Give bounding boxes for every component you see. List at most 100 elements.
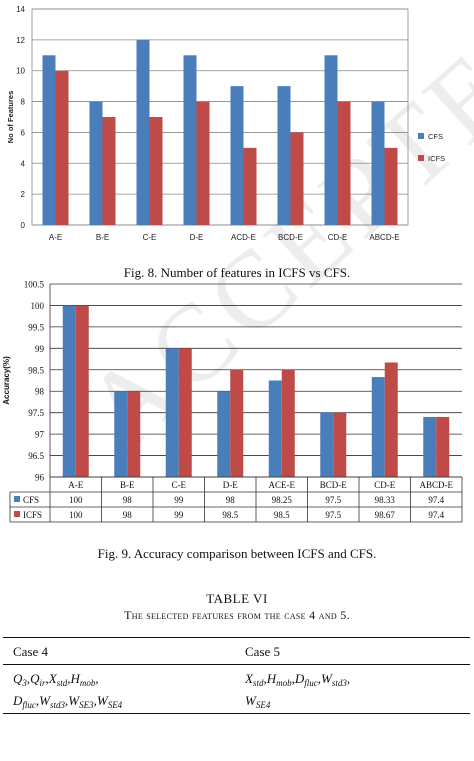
chart2-data-label: 99 xyxy=(174,510,184,520)
chart1-ytick-label: 4 xyxy=(21,159,26,168)
chart2-data-label: 99 xyxy=(174,495,184,505)
features-chart: 0 2 4 6 8 10 12 14 A-E B-E C-E D-E ACD-E BCD-E CD-E ABC… xyxy=(6,5,445,242)
chart1-ytick-label: 6 xyxy=(21,128,26,137)
chart1-ytick-label: 8 xyxy=(21,98,26,107)
chart2-ytick-label: 98.5 xyxy=(28,365,44,375)
table-mid-rule xyxy=(3,664,470,665)
chart2-data-label: 98.5 xyxy=(222,510,238,520)
chart1-bar-cfs xyxy=(183,55,197,226)
header-case5: Case 5 xyxy=(245,644,281,659)
chart2-ytick-label: 100.5 xyxy=(24,280,45,290)
chart2-bar-icfs xyxy=(75,305,89,477)
chart1-ylabel: No of Features xyxy=(6,91,15,144)
chart2-ytick-label: 96 xyxy=(35,473,45,483)
features-table: Case 4 Case 5 Q3,Qir,Xstd,Hmob, Dfluc,Ws… xyxy=(3,637,470,717)
chart2-bar-icfs xyxy=(436,416,450,477)
chart2-xtick-label: BCD-E xyxy=(320,480,348,490)
chart2-legend-label: CFS xyxy=(23,495,39,505)
chart2-xtick-label: ACE-E xyxy=(269,480,296,490)
chart2-bar-icfs xyxy=(333,412,347,477)
chart1-xtick-label: D-E xyxy=(190,233,204,242)
chart2-ytick-label: 100 xyxy=(31,301,45,311)
table-title: TABLE VI xyxy=(206,591,268,606)
chart2-xtick-label: A-E xyxy=(68,480,83,490)
chart2-legend-label: ICFS xyxy=(23,510,42,520)
chart2-xtick-label: C-E xyxy=(172,480,187,490)
chart1-bar-cfs xyxy=(277,86,291,226)
chart2-ytick-label: 96.5 xyxy=(28,451,44,461)
chart2-bar-cfs xyxy=(268,380,282,477)
chart1-legend-swatch xyxy=(418,155,424,161)
chart2-bar-cfs xyxy=(423,416,437,477)
chart1-bar-cfs xyxy=(89,101,103,225)
chart2-ytick-label: 98 xyxy=(35,387,45,397)
chart1-xtick-label: CD-E xyxy=(328,233,348,242)
chart1-bar-icfs xyxy=(102,117,116,225)
chart2-data-label: 98 xyxy=(123,510,133,520)
chart1-bar-icfs xyxy=(55,70,69,225)
chart2-data-label: 98.25 xyxy=(272,495,293,505)
chart1-bar-icfs xyxy=(384,147,398,225)
chart2-data-label: 98 xyxy=(123,495,133,505)
chart1-plot-area xyxy=(31,8,409,226)
chart2-bar-cfs xyxy=(320,412,334,477)
chart2-data-label: 100 xyxy=(69,495,83,505)
chart1-ytick-label: 14 xyxy=(16,5,25,14)
chart2-xtick-label: ABCD-E xyxy=(420,480,454,490)
chart1-legend-swatch xyxy=(418,133,424,139)
chart2-bar-cfs xyxy=(217,391,231,477)
chart1-legend-label: ICFS xyxy=(428,154,445,163)
header-case4: Case 4 xyxy=(13,644,49,659)
chart2-ytick-label: 97.5 xyxy=(28,408,44,418)
chart1-xtick-label: BCD-E xyxy=(278,233,303,242)
accuracy-chart: 96 96.5 97 97.5 98 98.5 99 99.5 100 100.5 A-E 100 10… xyxy=(2,280,463,523)
chart2-xtick-label: B-E xyxy=(120,480,135,490)
chart2-bar-icfs xyxy=(384,362,398,477)
chart2-data-label: 98 xyxy=(226,495,236,505)
chart2-xtick-label: CD-E xyxy=(374,480,395,490)
chart2-data-label: 100 xyxy=(69,510,83,520)
chart2-legend-swatch xyxy=(14,511,20,517)
charts-canvas: 0 2 4 6 8 10 12 14 A-E B-E C-E D-E ACD-E BCD-E CD-E ABC… xyxy=(2,5,463,523)
case4-features: Q3,Qir,Xstd,Hmob, Dfluc,Wstd3,WSE3,WSE4 xyxy=(13,671,123,710)
chart1-bar-icfs xyxy=(196,101,210,225)
chart1-xtick-label: C-E xyxy=(143,233,157,242)
chart2-data-label: 97.4 xyxy=(428,495,444,505)
chart1-bar-icfs xyxy=(337,101,351,225)
chart2-bar-cfs xyxy=(371,377,385,477)
table-top-rule xyxy=(3,637,470,638)
chart1-ytick-label: 2 xyxy=(21,190,26,199)
chart2-bar-cfs xyxy=(114,391,128,477)
chart2-bar-icfs xyxy=(178,348,192,477)
chart1-ytick-label: 12 xyxy=(16,36,25,45)
chart1-bar-icfs xyxy=(243,147,257,225)
chart2-data-label: 97.5 xyxy=(325,495,341,505)
chart2-data-label: 98.5 xyxy=(274,510,290,520)
table-subtitle: The selected features from the case 4 an… xyxy=(124,608,350,622)
chart1-legend-label: CFS xyxy=(428,132,443,141)
chart2-bar-cfs xyxy=(62,305,76,477)
chart1-bar-cfs xyxy=(136,39,150,225)
chart1-xtick-label: A-E xyxy=(49,233,62,242)
chart1-bar-cfs xyxy=(42,55,56,226)
chart1-xtick-label: ACD-E xyxy=(231,233,256,242)
chart2-ytick-label: 99.5 xyxy=(28,322,44,332)
chart2-bar-icfs xyxy=(230,369,244,477)
chart2-ytick-label: 97 xyxy=(35,430,45,440)
chart1-bar-cfs xyxy=(371,101,385,225)
chart2-ytick-label: 99 xyxy=(35,344,45,354)
chart2-bar-cfs xyxy=(165,348,179,477)
chart2-ylabel: Accuracy(%) xyxy=(2,356,11,405)
case5-features: Xstd,Hmob,Dfluc,Wstd3, WSE4 xyxy=(245,671,351,710)
fig8-caption: Fig. 8. Number of features in ICFS vs CF… xyxy=(123,265,351,280)
chart2-bar-icfs xyxy=(127,391,141,477)
chart1-bar-icfs xyxy=(149,117,163,225)
chart2-legend-swatch xyxy=(14,496,20,502)
chart1-bar-icfs xyxy=(290,132,304,225)
chart2-data-label: 97.5 xyxy=(325,510,341,520)
chart1-bar-cfs xyxy=(324,55,338,226)
chart2-data-label: 97.4 xyxy=(428,510,444,520)
chart2-data-label: 98.33 xyxy=(375,495,396,505)
chart1-ytick-label: 10 xyxy=(16,67,25,76)
fig9-caption: Fig. 9. Accuracy comparison between ICFS… xyxy=(97,546,377,561)
